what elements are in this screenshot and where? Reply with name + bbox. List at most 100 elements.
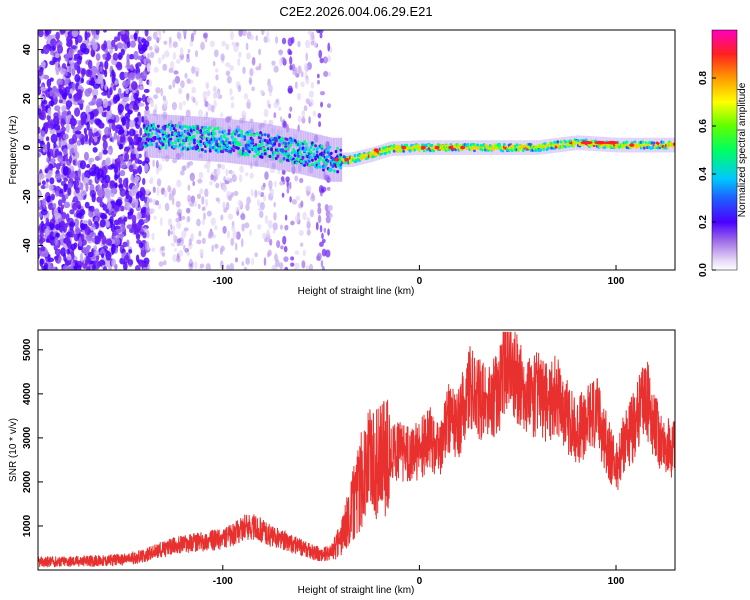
heatmap-cell: [136, 62, 142, 67]
heatmap-cell: [318, 121, 322, 128]
heatmap-cell: [402, 149, 406, 153]
heatmap-cell: [104, 69, 108, 78]
heatmap-cell: [70, 120, 76, 130]
heatmap-cell: [245, 121, 248, 166]
heatmap-cell: [300, 70, 304, 78]
heatmap-cell: [180, 127, 184, 131]
heatmap-cell: [241, 261, 245, 267]
heatmap-cell: [160, 246, 164, 252]
heatmap-cell: [60, 126, 66, 133]
heatmap-cell: [278, 143, 281, 148]
heatmap-cell: [321, 265, 325, 270]
heatmap-cell: [66, 248, 71, 255]
heatmap-cell: [199, 263, 205, 269]
heatmap-cell: [303, 63, 308, 72]
heatmap-cell: [55, 162, 61, 171]
heatmap-cell: [420, 145, 426, 150]
heatmap-cell: [199, 139, 203, 144]
heatmap-cell: [91, 237, 96, 243]
heatmap-cell: [156, 187, 160, 196]
heatmap-cell: [288, 181, 292, 190]
heatmap-cell: [260, 142, 264, 146]
heatmap-cell: [641, 140, 645, 144]
heatmap-cell: [300, 242, 304, 247]
heatmap-cell: [238, 151, 242, 155]
heatmap-cell: [100, 212, 107, 219]
heatmap-cell: [77, 168, 82, 179]
heatmap-cell: [61, 111, 69, 117]
heatmap-cell: [90, 65, 98, 76]
heatmap-cell: [137, 141, 145, 152]
heatmap-cell: [179, 170, 185, 176]
heatmap-cell: [80, 77, 85, 84]
heatmap-cell: [180, 80, 185, 89]
heatmap-cell: [160, 114, 163, 159]
heatmap-cell: [257, 199, 260, 207]
heatmap-cell: [111, 258, 116, 267]
heatmap-cell: [76, 200, 81, 209]
heatmap-cell: [76, 35, 83, 44]
heatmap-cell: [266, 123, 270, 169]
heatmap-cell: [320, 144, 324, 148]
heatmap-cell: [318, 155, 322, 159]
heatmap-cell: [189, 129, 193, 133]
heatmap-cell: [72, 159, 76, 166]
heatmap-cell: [199, 188, 204, 195]
heatmap-cell: [84, 201, 90, 209]
heatmap-cell: [315, 147, 319, 151]
heatmap-cell: [245, 42, 249, 51]
heatmap-cell: [172, 231, 176, 240]
x-tick-label: 0: [417, 576, 423, 587]
heatmap-cell: [258, 48, 262, 56]
heatmap-cell: [171, 196, 175, 206]
heatmap-cell: [227, 129, 231, 133]
heatmap-cell: [295, 157, 299, 161]
heatmap-cell: [142, 177, 146, 186]
heatmap-cell: [160, 87, 163, 97]
y-tick-label: -20: [22, 189, 33, 204]
heatmap-cell: [286, 186, 290, 194]
heatmap-cell: [193, 138, 196, 142]
heatmap-cell: [104, 84, 108, 91]
heatmap-cell: [135, 254, 140, 263]
heatmap-cell: [126, 59, 130, 70]
heatmap-cell: [307, 30, 313, 35]
heatmap-cell: [79, 208, 86, 216]
heatmap-cell: [215, 74, 219, 81]
heatmap-cell: [186, 251, 190, 256]
heatmap-cell: [174, 140, 178, 145]
heatmap-cell: [249, 68, 254, 77]
heatmap-cell: [46, 149, 51, 158]
heatmap-cell: [53, 88, 60, 98]
heatmap-cell: [276, 125, 279, 170]
heatmap-cell: [652, 141, 656, 145]
heatmap-cell: [90, 171, 97, 177]
heatmap-cell: [163, 139, 167, 144]
heatmap-cell: [167, 229, 171, 237]
heatmap-cell: [216, 127, 220, 131]
heatmap-cell: [161, 252, 166, 257]
heatmap-cell: [191, 65, 196, 74]
heatmap-cell: [210, 174, 214, 181]
heatmap-cell: [47, 257, 55, 263]
heatmap-cell: [234, 242, 238, 251]
heatmap-cell: [85, 69, 93, 78]
heatmap-cell: [142, 123, 146, 128]
heatmap-cell: [542, 147, 546, 151]
heatmap-cell: [167, 185, 171, 193]
heatmap-cell: [117, 87, 122, 96]
heatmap-cell: [186, 138, 190, 142]
heatmap-cell: [211, 139, 215, 143]
heatmap-cell: [246, 196, 251, 205]
heatmap-cell: [42, 44, 50, 55]
heatmap-cell: [207, 130, 211, 134]
heatmap-cell: [384, 151, 388, 155]
heatmap-cell: [287, 87, 293, 94]
heatmap-cell: [207, 136, 211, 140]
heatmap-cell: [339, 163, 343, 167]
heatmap-cell: [237, 199, 243, 207]
heatmap-cell: [182, 30, 187, 36]
heatmap-cell: [46, 156, 50, 163]
heatmap-cell: [220, 214, 224, 221]
heatmap-cell: [303, 105, 308, 112]
